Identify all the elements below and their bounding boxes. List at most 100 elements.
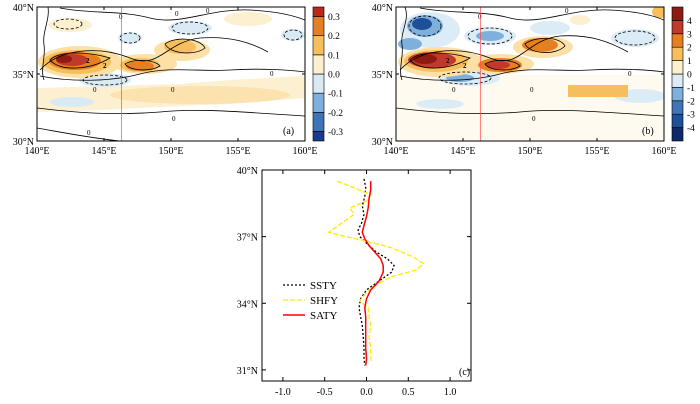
panel-a-ytick-label: 40°N [13,3,34,14]
panel-a-neg-contour-4 [283,29,303,41]
panel-b-neg-3 [398,38,422,50]
panel-a-colorbar-label: 0.2 [328,32,340,42]
panel-a-label: (a) [283,126,294,137]
panel-b-field [396,7,664,141]
panel-a-colorbar: -0.3 -0.2 -0.1 0.0 0.1 0.2 0.3 [312,6,343,142]
panel-b-xtick-label: 155°E [584,146,609,157]
panel-b-pos-band [568,85,628,97]
panel-b-clabel: 0 [628,70,632,78]
panel-a-colorbar-label: 0.3 [328,13,340,23]
panel-b-neg-contour-1 [408,15,442,37]
legend-label-saty: SATY [310,310,338,322]
panel-a-colorbar-label: 0.0 [328,71,340,81]
panel-a-contour-jet-n [39,37,269,71]
panel-a-clabel: 0 [270,70,274,78]
panel-a-clabel: 0 [206,7,210,15]
panel-b-contours [396,7,664,117]
panel-b-colorbar-segment [671,127,684,142]
panel-a-colorbar-label: -0.3 [328,128,343,138]
panel-c-xtick-label: -1.0 [275,387,291,398]
panel-b-neg-2 [412,18,432,30]
panel-a-colorbar-label: -0.2 [328,109,343,119]
panel-a-xtick-label: 140°E [24,146,49,157]
legend-label-ssty: SSTY [310,280,337,292]
panel-a-patch-1 [48,18,92,32]
panel-b-colorbar-label: -2 [687,97,695,107]
panel-a-core-8 [56,55,72,63]
panel-a-contour-east [164,38,206,54]
panel-b-neg-5 [476,31,504,41]
panel-b-colorbar-segment [671,100,684,115]
panel-a-colorbar-segment [312,111,325,132]
panel-a-neg-contour-3 [82,74,128,86]
panel-a-xtick-label: 155°E [225,146,250,157]
panel-b-neg-contours [408,15,656,85]
series-line-shfy [327,180,425,364]
panel-b-neg-contour-4 [614,30,656,46]
panel-a-plume-band [110,86,290,104]
panel-a-contour-north [59,7,305,21]
panel-b-contour-north [419,7,664,21]
panel-c-series [327,178,425,366]
panel-b-ytick-label: 40°N [372,3,393,14]
panel-a-contour-south [37,107,305,117]
panel-b-contour-jet-s [399,68,664,81]
panel-c-xtick-label: -0.5 [317,387,333,398]
panel-b-xtick-label: 150°E [517,146,542,157]
panel-a-clabel: 0 [171,86,175,94]
panel-a-contour-core-2 [124,60,161,71]
panel-b-contour-east [524,37,566,53]
panel-c-legend: SSTY SHFY SATY [283,280,338,322]
panel-c-ytick-label: 31°N [237,366,258,377]
panel-a-xtick-label: 150°E [158,146,183,157]
panel-a-contour-core [49,52,111,69]
panel-b-contour-coast [400,7,407,81]
panel-c-ytick-label: 34°N [237,299,258,310]
panel-b-contour-jet-n [399,35,629,71]
panel-a-colorbar-segment [312,16,325,37]
panel-b-neg-contour-3 [438,71,492,85]
panel-a-colorbar-label: -0.1 [328,90,343,100]
panel-b-label: (b) [642,126,654,137]
panel-a-clabel: 0 [172,115,176,123]
panel-b-colorbar-label: 2 [687,44,692,54]
panel-a-colorbar-segment [312,92,325,113]
panel-b-clabel: 0 [565,7,569,15]
series-line-ssty [357,178,395,366]
panel-a-neg-contours [53,18,303,86]
panel-a-clabel: 2 [103,62,107,70]
panel-b-xtick-label: 140°E [383,146,408,157]
panel-a-colorbar-segment [312,6,325,17]
panel-a-neg-4 [50,97,94,107]
panel-b-pos-small [570,15,590,25]
panel-a-core-4 [164,40,196,54]
panel-a-clabel: 0 [87,129,91,137]
panel-b: 0 0 0 0 0 0 2 2 140°E 145°E 150°E 155°E 160°… [372,3,695,157]
panel-a-colorbar-label: 0.1 [328,51,340,61]
panel-c-frame [261,169,472,382]
panel-c: -1.0 -0.5 0.0 0.5 1.0 31°N 34°N 37°N 40°N SSTY S… [237,166,472,398]
panel-b-colorbar-segment [671,6,684,21]
panel-c-xtick-label: 0.0 [360,387,373,398]
panel-b-core-4 [522,38,558,52]
panel-a-field [37,12,305,112]
panel-b-colorbar-label: 1 [687,57,692,67]
panel-b-clabel: 0 [452,86,456,94]
panel-b-contour-south [396,107,664,117]
panel-a-clabel: 0 [93,86,97,94]
panel-a-clabel: 0 [175,10,179,18]
panel-b-ytick-label: 30°N [372,137,393,148]
panel-b-clabel: 0 [532,115,536,123]
panel-b-core-6 [486,61,510,69]
panel-c-xtick-label: 0.5 [402,387,415,398]
panel-b-neg-contour-2 [467,27,513,45]
panel-b-neg-9 [611,29,659,47]
panel-b-colorbar-segment [671,60,684,75]
panel-b-colorbar-segment [671,87,684,102]
panel-b-colorbar: -4 -3 -2 -1 0 1 2 3 4 [671,6,695,142]
panel-b-xtick-label: 160°E [651,146,676,157]
panel-b-axes: 140°E 145°E 150°E 155°E 160°E 30°N 35°N 40°N [372,3,677,157]
legend-label-shfy: SHFY [310,295,338,307]
panel-c-axes: -1.0 -0.5 0.0 0.5 1.0 31°N 34°N 37°N 40°N [237,166,471,398]
panel-a-neg-5 [281,29,305,41]
